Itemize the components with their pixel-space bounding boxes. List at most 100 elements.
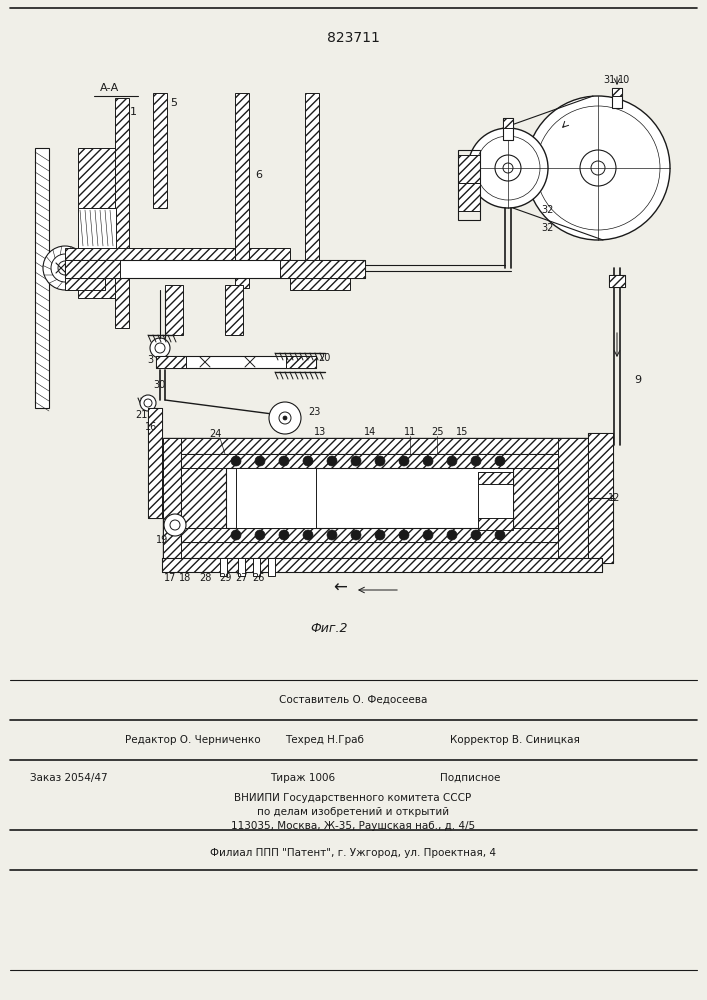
Text: 113035, Москва, Ж-35, Раушская наб., д. 4/5: 113035, Москва, Ж-35, Раушская наб., д. … (231, 821, 475, 831)
Circle shape (303, 456, 313, 466)
Text: 6: 6 (255, 170, 262, 180)
Text: ←: ← (333, 579, 347, 597)
Bar (165, 285, 183, 335)
Bar (181, 528, 558, 542)
Text: 15: 15 (456, 427, 468, 437)
Bar (148, 408, 162, 518)
Circle shape (279, 456, 289, 466)
Bar (458, 183, 480, 211)
Text: Редактор О. Черниченко: Редактор О. Черниченко (125, 735, 261, 745)
Bar (78, 148, 116, 208)
Text: Составитель О. Федосеева: Составитель О. Федосеева (279, 695, 427, 705)
Bar (609, 275, 625, 287)
Circle shape (269, 402, 301, 434)
Circle shape (423, 456, 433, 466)
Bar (78, 238, 116, 298)
Circle shape (327, 456, 337, 466)
Circle shape (43, 246, 87, 290)
Text: 23: 23 (308, 407, 320, 417)
Circle shape (375, 456, 385, 466)
Bar (588, 433, 613, 563)
Circle shape (351, 530, 361, 540)
Bar (163, 438, 588, 454)
Circle shape (471, 530, 481, 540)
Circle shape (164, 514, 186, 536)
Circle shape (399, 530, 409, 540)
Bar (503, 118, 513, 140)
Circle shape (351, 456, 361, 466)
Bar (236, 468, 316, 528)
Text: 19: 19 (156, 535, 168, 545)
Bar (115, 98, 129, 328)
Circle shape (255, 530, 265, 540)
Bar (253, 558, 260, 576)
Text: 30: 30 (153, 380, 165, 390)
Circle shape (471, 456, 481, 466)
Bar (588, 433, 613, 563)
Bar (458, 155, 480, 183)
Bar (156, 356, 316, 368)
Text: 12: 12 (608, 493, 620, 503)
Circle shape (327, 530, 337, 540)
Circle shape (150, 338, 170, 358)
Circle shape (399, 456, 409, 466)
Text: 24: 24 (209, 429, 221, 439)
Text: 10: 10 (618, 75, 630, 85)
Bar (181, 454, 558, 468)
Bar (181, 454, 558, 542)
Bar (65, 260, 365, 278)
Circle shape (140, 395, 156, 411)
Text: Филиал ППП "Патент", г. Ужгород, ул. Проектная, 4: Филиал ППП "Патент", г. Ужгород, ул. Про… (210, 848, 496, 858)
Text: 1: 1 (130, 107, 137, 117)
Bar (220, 558, 227, 576)
Bar (181, 454, 226, 542)
Bar (238, 558, 245, 576)
Text: 28: 28 (199, 573, 211, 583)
Text: 25: 25 (431, 427, 443, 437)
Bar (148, 408, 162, 518)
Bar (305, 93, 319, 288)
Bar (235, 93, 249, 288)
Bar (65, 270, 105, 290)
Text: 14: 14 (364, 427, 376, 437)
Circle shape (231, 530, 241, 540)
Bar (513, 454, 558, 542)
Circle shape (375, 530, 385, 540)
Text: 26: 26 (252, 573, 264, 583)
Text: 823711: 823711 (327, 31, 380, 45)
Bar (478, 472, 513, 524)
Bar (78, 208, 116, 248)
Circle shape (468, 128, 548, 208)
Circle shape (495, 456, 505, 466)
Bar (290, 270, 350, 290)
Text: Фиг.2: Фиг.2 (310, 621, 348, 635)
Bar (35, 148, 49, 408)
Circle shape (283, 416, 287, 420)
Bar (163, 542, 588, 558)
Text: Техред Н.Граб: Техред Н.Граб (285, 735, 364, 745)
Bar (162, 558, 602, 572)
Bar (558, 438, 588, 558)
Circle shape (279, 530, 289, 540)
Bar (268, 558, 275, 576)
Circle shape (526, 96, 670, 240)
Text: 17: 17 (164, 573, 176, 583)
Text: Заказ 2054/47: Заказ 2054/47 (30, 773, 107, 783)
Text: 5: 5 (170, 98, 177, 108)
Bar (65, 248, 290, 270)
Text: по делам изобретений и открытий: по делам изобретений и открытий (257, 807, 449, 817)
Circle shape (303, 530, 313, 540)
Text: Корректор В. Синицкая: Корректор В. Синицкая (450, 735, 580, 745)
Text: 32: 32 (541, 223, 553, 233)
Bar (225, 285, 243, 335)
Bar (609, 275, 625, 287)
Text: ВНИИПИ Государственного комитета СССР: ВНИИПИ Государственного комитета СССР (235, 793, 472, 803)
Text: 13: 13 (314, 427, 326, 437)
Circle shape (255, 456, 265, 466)
Text: 32: 32 (541, 205, 553, 215)
Text: А-А: А-А (100, 83, 119, 93)
Bar (153, 93, 167, 208)
Text: 9: 9 (634, 375, 641, 385)
Circle shape (423, 530, 433, 540)
Bar (163, 438, 181, 558)
